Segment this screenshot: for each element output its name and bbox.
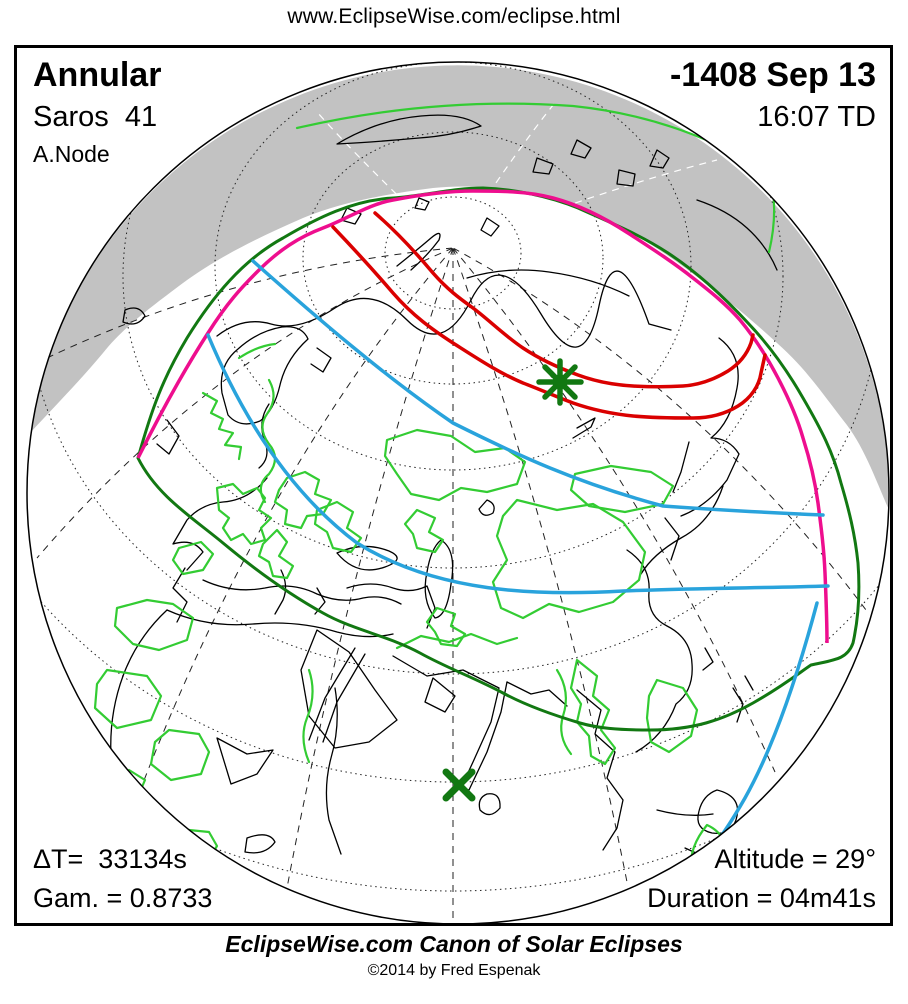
greatest-eclipse-asterisk-marker	[536, 358, 584, 406]
gamma-label: Gam. = 0.8733	[33, 883, 213, 913]
annular-path-limits	[331, 211, 767, 420]
eclipse-date-label: -1408 Sep 13	[669, 56, 876, 94]
sub-solar-x-marker	[442, 768, 476, 802]
globe-disc	[27, 62, 889, 923]
delta-t-label: ΔT= 33134s	[33, 844, 187, 874]
rise-set-curve	[136, 189, 829, 644]
eclipse-globe-map	[26, 61, 890, 923]
copyright: ©2014 by Fred Espenak	[367, 962, 541, 979]
site-url: www.EclipseWise.com/eclipse.html	[287, 5, 621, 28]
eclipse-time-label: 16:07 TD	[757, 101, 876, 133]
canon-title: EclipseWise.com Canon of Solar Eclipses	[225, 931, 683, 957]
altitude-label: Altitude = 29°	[714, 844, 876, 874]
eclipse-map-frame: Annular Saros 41 A.Node -1408 Sep 13 16:…	[14, 45, 893, 926]
penumbral-limit-curve	[136, 186, 861, 732]
eclipse-type-label: Annular	[33, 56, 162, 94]
globe-limb	[26, 61, 890, 923]
duration-label: Duration = 04m41s	[647, 883, 876, 913]
node-label: A.Node	[33, 141, 110, 167]
saros-label: Saros 41	[33, 101, 158, 133]
night-shading	[30, 65, 889, 510]
